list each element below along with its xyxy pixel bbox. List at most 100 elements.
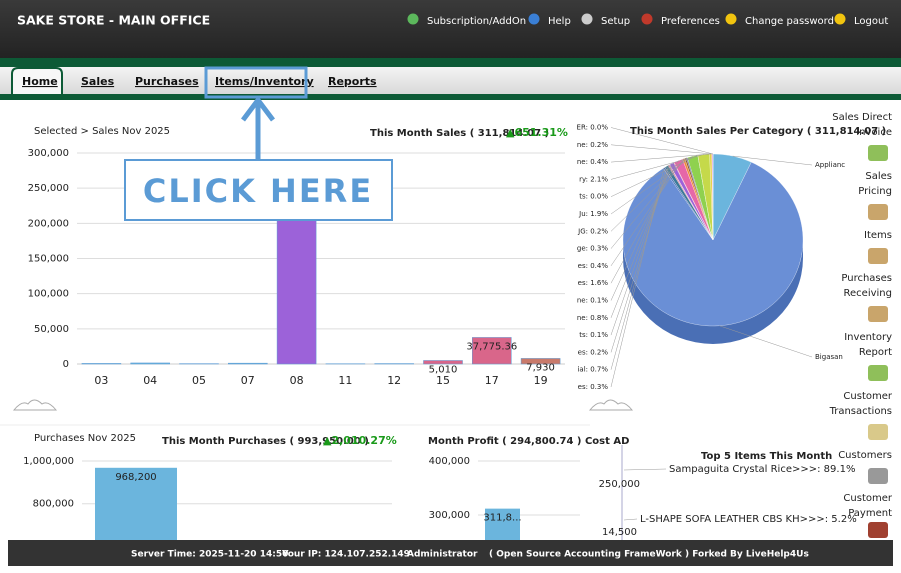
pie-side bbox=[623, 240, 803, 344]
x-tick-label: 15 bbox=[436, 374, 450, 387]
menu-label[interactable]: Purchases bbox=[841, 273, 892, 284]
menu-icon bbox=[868, 468, 888, 484]
pie-label: es: 1.6% bbox=[578, 279, 609, 287]
menu-label[interactable]: Invoice bbox=[856, 127, 892, 138]
leader-line bbox=[610, 154, 704, 180]
header-link[interactable]: Setup bbox=[601, 16, 630, 27]
footer-text: ( Open Source Accounting FrameWork ) For… bbox=[489, 550, 809, 560]
menu-label[interactable]: Pricing bbox=[858, 186, 892, 197]
top-tick: 14,500 bbox=[602, 527, 637, 538]
leader-line bbox=[610, 162, 675, 301]
menu-label[interactable]: Inventory bbox=[844, 332, 892, 343]
sales-title: Selected > Sales Nov 2025 bbox=[34, 126, 170, 137]
menu-icon bbox=[868, 522, 888, 538]
bar[interactable] bbox=[130, 362, 170, 365]
footer-bar bbox=[8, 540, 893, 566]
callout-text: CLICK HERE bbox=[143, 172, 373, 210]
top-item: L-SHAPE SOFA LEATHER CBS KH>>>: 5.2% bbox=[640, 514, 857, 525]
bar[interactable] bbox=[485, 508, 520, 542]
leader-line bbox=[610, 165, 669, 353]
bar[interactable] bbox=[81, 363, 122, 365]
y-tick-label: 100,000 bbox=[28, 289, 69, 300]
leader-line bbox=[610, 155, 698, 197]
pie-label: ne: 0.1% bbox=[577, 297, 608, 305]
chart-menu-icon bbox=[588, 399, 634, 411]
pie-label: ne: 0.8% bbox=[577, 314, 608, 322]
highlight-box bbox=[204, 66, 308, 99]
nav-tab[interactable]: Reports bbox=[328, 75, 377, 88]
pie-label: Applianc bbox=[815, 161, 845, 169]
leader-line bbox=[610, 157, 687, 232]
leader-line bbox=[732, 155, 813, 166]
pie-label: ts: 0.1% bbox=[579, 331, 608, 339]
chart-menu-icon bbox=[12, 399, 58, 411]
header-link[interactable]: Logout bbox=[854, 16, 888, 27]
header-link[interactable]: Change password bbox=[745, 16, 834, 27]
leader-line bbox=[610, 144, 713, 155]
menu-label[interactable]: Items bbox=[864, 230, 892, 241]
top-item: Sampaguita Crystal Rice>>>: 89.1% bbox=[669, 464, 855, 475]
menu-label[interactable]: Customer bbox=[843, 391, 892, 402]
menu-label[interactable]: Report bbox=[859, 347, 892, 358]
y-tick-label: 800,000 bbox=[33, 499, 74, 510]
callout-box bbox=[124, 159, 393, 221]
pie-label: ge: 0.3% bbox=[577, 245, 608, 253]
pie-label: es: 0.4% bbox=[578, 262, 609, 270]
pie-label: ry: 2.1% bbox=[579, 175, 608, 183]
leader-line bbox=[719, 325, 813, 358]
value-label: 7,930 bbox=[526, 362, 555, 373]
nav-tab[interactable]: Sales bbox=[81, 75, 115, 88]
nav-tab[interactable]: Purchases bbox=[135, 75, 199, 88]
pie-label: ne: 0.4% bbox=[577, 158, 608, 166]
pie-label: Bigasan bbox=[815, 353, 843, 361]
value-label: 37,775.36 bbox=[466, 341, 517, 352]
bar[interactable] bbox=[228, 362, 268, 365]
menu-label[interactable]: Payment bbox=[848, 508, 892, 519]
footer-text: Server Time: 2025-11-20 14:50 bbox=[131, 550, 288, 560]
bar[interactable] bbox=[472, 337, 512, 365]
bar[interactable] bbox=[520, 358, 561, 365]
y-tick-label: 300,000 bbox=[429, 510, 470, 521]
header-icon bbox=[581, 13, 593, 25]
nav-tab[interactable]: Items/Inventory bbox=[215, 75, 314, 88]
purchases-title: Purchases Nov 2025 bbox=[34, 433, 136, 444]
y-tick-label: 300,000 bbox=[28, 148, 69, 159]
header-icon bbox=[528, 13, 540, 25]
pie-label: es: 0.3% bbox=[578, 383, 609, 391]
header-bar bbox=[0, 0, 901, 60]
x-tick-label: 19 bbox=[534, 374, 548, 387]
menu-label[interactable]: Sales Direct bbox=[832, 112, 892, 123]
top-title: Top 5 Items This Month bbox=[701, 451, 832, 462]
menu-label[interactable]: Customer bbox=[843, 493, 892, 504]
menu-label[interactable]: Sales bbox=[865, 171, 892, 182]
y-tick-label: 1,000,000 bbox=[23, 456, 74, 467]
pie-label: JG: 0.2% bbox=[577, 227, 608, 235]
leader-line bbox=[610, 160, 679, 284]
value-label: 968,200 bbox=[115, 472, 156, 483]
bar[interactable] bbox=[423, 360, 463, 365]
nav-bar bbox=[0, 67, 901, 95]
x-tick-label: 07 bbox=[241, 374, 255, 387]
pie-slice[interactable] bbox=[622, 161, 804, 327]
header-icon bbox=[834, 13, 846, 25]
bar[interactable] bbox=[95, 467, 177, 540]
leader-line bbox=[610, 157, 686, 249]
menu-label[interactable]: Receiving bbox=[844, 288, 892, 299]
header-link[interactable]: Help bbox=[548, 16, 571, 27]
pie-label: ER: 0.0% bbox=[577, 124, 609, 132]
store-title: SAKE STORE - MAIN OFFICE bbox=[17, 13, 210, 28]
footer-text: Administrator bbox=[407, 550, 478, 560]
leader-line bbox=[610, 153, 711, 163]
header-link[interactable]: Subscription/AddOn bbox=[427, 16, 526, 27]
y-tick-label: 400,000 bbox=[429, 456, 470, 467]
menu-label[interactable]: Transactions bbox=[829, 406, 892, 417]
menu-icon bbox=[868, 145, 888, 161]
x-tick-label: 12 bbox=[387, 374, 401, 387]
header-icon bbox=[407, 13, 419, 25]
leader-line bbox=[610, 167, 665, 388]
pie-label: ts: 0.0% bbox=[579, 193, 608, 201]
menu-label[interactable]: Customers bbox=[838, 450, 892, 461]
header-link[interactable]: Preferences bbox=[661, 16, 720, 27]
nav-tab[interactable]: Home bbox=[22, 75, 58, 88]
sales-summary: This Month Sales ( 311,814.07 ) bbox=[370, 128, 549, 139]
